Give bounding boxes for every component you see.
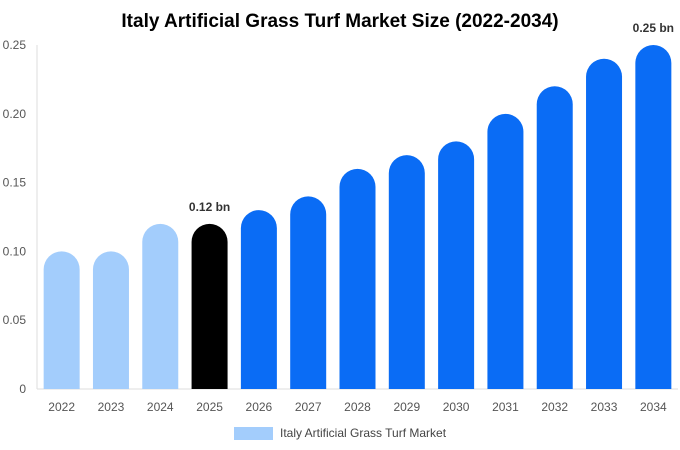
bar-2030[interactable] [438,141,475,389]
chart-axes: 0 0.05 0.10 0.15 0.20 0.25 2022 2023 2024 2025 202… [3,38,678,414]
x-tick-label: 2031 [492,400,519,414]
bar-2029[interactable] [388,155,425,389]
x-tick-label: 2027 [295,400,322,414]
x-tick-label: 2024 [147,400,174,414]
x-tick-label: 2028 [344,400,371,414]
chart-legend[interactable]: Italy Artificial Grass Turf Market [234,426,447,440]
x-tick-label: 2030 [443,400,470,414]
x-tick-label: 2032 [541,400,568,414]
x-tick-label: 2023 [98,400,125,414]
y-tick-label: 0.05 [3,313,27,327]
x-tick-label: 2033 [591,400,618,414]
bar-2022[interactable] [43,251,80,389]
y-tick-label: 0.15 [3,176,27,190]
chart-data-labels: 0.12 bn 0.25 bn [189,21,674,214]
chart-bars [43,45,672,390]
x-tick-label: 2029 [393,400,420,414]
chart-title: Italy Artificial Grass Turf Market Size … [121,11,558,32]
bar-2024[interactable] [142,223,179,389]
legend-swatch [234,427,273,440]
y-tick-label: 0.20 [3,107,27,121]
data-label-2034: 0.25 bn [633,21,674,35]
x-tick-label: 2022 [48,400,75,414]
bar-2025[interactable] [191,223,228,389]
bar-2023[interactable] [92,251,129,389]
y-tick-label: 0.10 [3,244,27,258]
y-tick-label: 0.25 [3,38,27,52]
y-tick-label: 0 [19,382,26,396]
bar-2031[interactable] [487,113,524,390]
bar-2027[interactable] [290,196,327,389]
x-tick-label: 2025 [196,400,223,414]
bar-2028[interactable] [339,168,376,389]
x-tick-label: 2026 [246,400,273,414]
bar-2034[interactable] [635,45,672,389]
data-label-2025: 0.12 bn [189,200,230,214]
bar-2033[interactable] [586,58,623,389]
bar-2032[interactable] [536,86,573,390]
legend-label: Italy Artificial Grass Turf Market [280,426,447,440]
bar-2026[interactable] [240,210,277,389]
x-tick-label: 2034 [640,400,667,414]
